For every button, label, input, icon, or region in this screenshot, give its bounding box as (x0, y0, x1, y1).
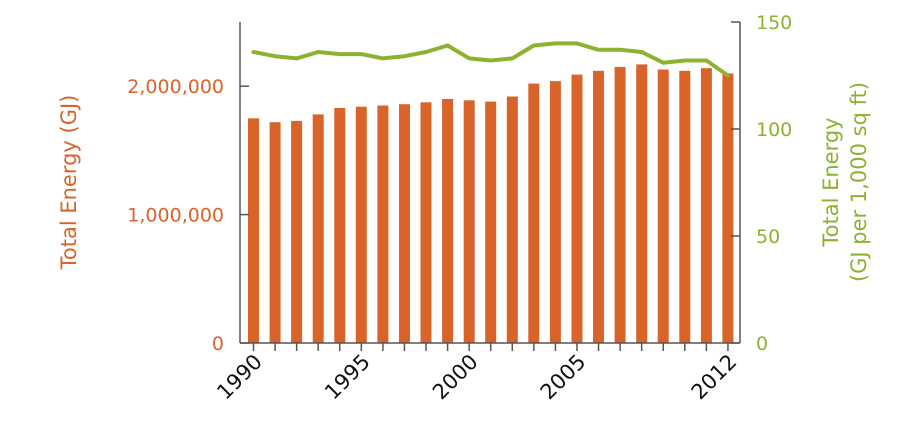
bar-1999 (442, 99, 454, 343)
bar-2007 (614, 66, 626, 344)
bar-series (248, 64, 734, 344)
bar-1994 (334, 108, 346, 343)
tick-labels: 0 1,000,000 2,000,000 0 50 100 150 1990 1995 2000… (127, 12, 792, 404)
x-tick-label: 2000 (428, 350, 483, 405)
bar-2004 (549, 81, 561, 343)
left-tick-label: 1,000,000 (127, 205, 224, 227)
bar-1995 (355, 106, 367, 343)
x-tick-label: 2005 (536, 350, 591, 405)
energy-intensity-line (251, 41, 730, 78)
bar-2006 (593, 70, 604, 344)
line-series-group (251, 41, 730, 78)
bar-1993 (312, 114, 324, 344)
bar-1996 (377, 105, 389, 343)
left-tick-label: 0 (212, 333, 224, 355)
left-tick-label: 2,000,000 (127, 76, 224, 98)
left-axis-title-group: Total Energy (GJ) (57, 95, 81, 271)
bar-2009 (657, 69, 669, 343)
bar-1991 (269, 122, 281, 343)
bar-2003 (528, 83, 540, 343)
right-tick-label: 50 (756, 226, 780, 248)
bar-1997 (399, 104, 410, 343)
bar-2005 (571, 74, 583, 343)
bar-2000 (463, 100, 475, 343)
right-axis-title-group: Total Energy (GJ per 1,000 sq ft) (819, 82, 871, 282)
left-axis-title: Total Energy (GJ) (57, 95, 81, 271)
right-axis-title-line1: Total Energy (819, 117, 843, 247)
x-tick-label: 1990 (212, 350, 267, 405)
bar-1990 (248, 118, 259, 343)
bar-1998 (420, 102, 432, 344)
bar-1992 (291, 120, 303, 344)
bar-2012 (722, 73, 734, 344)
right-tick-label: 0 (756, 333, 768, 355)
right-tick-label: 100 (756, 119, 792, 141)
x-tick-label: 1995 (320, 350, 375, 405)
bar-2011 (700, 68, 712, 343)
bar-2002 (506, 96, 518, 343)
x-tick-label: 2012 (687, 350, 742, 405)
bar-2008 (636, 64, 648, 344)
bar-2010 (679, 70, 691, 344)
bar-2001 (485, 101, 497, 343)
axes (239, 21, 741, 351)
right-tick-label: 150 (756, 12, 792, 34)
right-axis-title-line2: (GJ per 1,000 sq ft) (847, 82, 871, 282)
